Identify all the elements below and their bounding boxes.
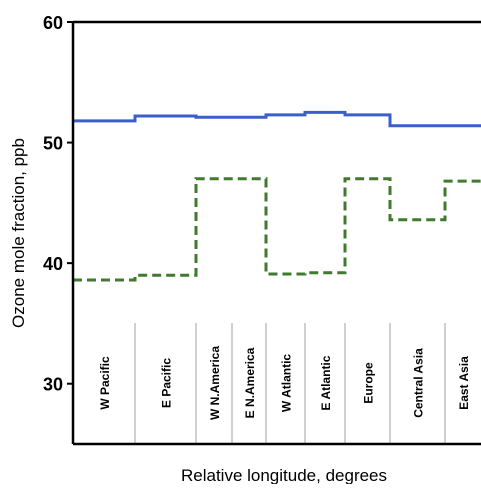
x-axis-label: Relative longitude, degrees [181,466,387,484]
axes-layer [71,20,481,446]
y-tick-label: 50 [43,134,63,154]
region-label: E N.America [243,347,257,418]
region-label: W N.America [208,346,222,420]
region-label: East Asia [457,356,471,410]
region-label: W Atlantic [280,354,294,413]
region-label: W Pacific [98,356,112,410]
region-label: Central Asia [412,348,426,418]
series-line-dashed [73,177,481,282]
region-label: Europe [362,362,376,404]
region-label: E Pacific [160,358,174,408]
region-label: E Atlantic [319,355,333,410]
y-tick-label: 30 [43,375,63,395]
region-layer: W Pacific E Pacific W N.America E N.America… [98,323,471,444]
y-tick-label: 40 [43,254,63,274]
series-line-solid [73,110,481,128]
series-layer [73,110,481,282]
y-axis-label: Ozone mole fraction, ppb [9,138,28,328]
y-tick-label: 60 [43,13,63,33]
tick-layer: 30 40 50 60 [43,13,73,395]
